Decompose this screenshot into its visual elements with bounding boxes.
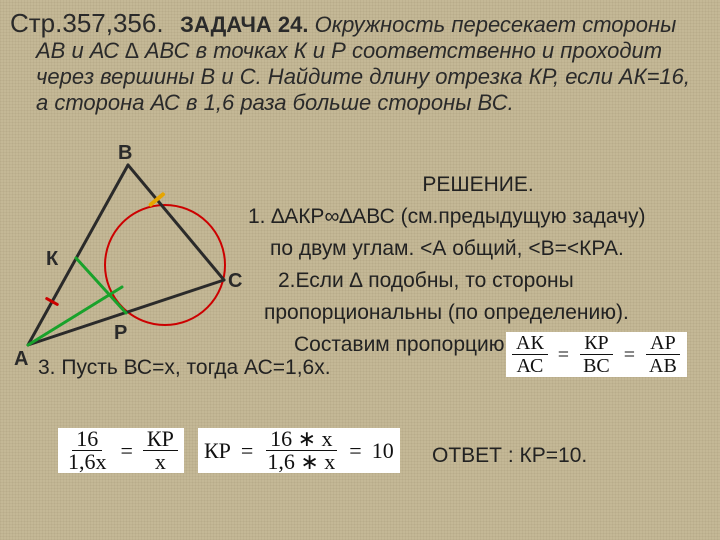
circle [105,205,225,325]
equals-2: = [620,344,639,366]
solution-line-4: пропорциональны (по определению). [248,298,708,328]
frac-ap-ab: АР АВ [645,334,681,375]
seg-BC [128,165,224,280]
label-K: К [46,248,58,271]
frac-ak-ac: АК АС [512,334,548,375]
frac-kp-x: КР x [143,430,178,471]
solution-line-3: 2.Если ∆ подобны, то стороны [248,266,708,296]
equals-4: = [237,440,257,462]
frac-kp-bc: КР ВС [579,334,614,375]
label-A: А [14,348,28,371]
seg-KP [76,258,126,313]
kp-result: 10 [372,440,394,462]
kp-lhs: КР [204,440,231,462]
frac-16x-16x: 16 ∗ x 1,6 ∗ x [263,430,339,471]
label-P: Р [114,322,127,345]
label-B: В [118,142,132,165]
label-C: С [228,270,242,293]
frac-16-16x: 16 1,6x [64,430,111,471]
formula-result: КР = 16 ∗ x 1,6 ∗ x = 10 [198,428,400,473]
answer-text: ОТВЕТ : КР=10. [432,444,587,468]
solution-step-3: 3. Пусть ВС=х, тогда АС=1,6х. [38,356,331,380]
problem-text: Окружность пересекает стороны АВ и АС ∆ … [36,12,690,115]
solution-line-1: 1. ∆АКР∞∆АВС (см.предыдущую задачу) [248,202,708,232]
solution-title: РЕШЕНИЕ. [248,170,708,200]
geometry-diagram: А В С К Р [10,150,240,360]
problem-statement: Стр.357,356. ЗАДАЧА 24. Окружность перес… [36,12,696,116]
seg-APX [28,287,122,345]
task-label: ЗАДАЧА 24. [180,12,308,37]
formula-proportion: АК АС = КР ВС = АР АВ [506,332,687,377]
equals-5: = [345,440,365,462]
solution-line-2: по двум углам. <А общий, <В=<КРА. [248,234,708,264]
equals-3: = [117,440,137,462]
equals-1: = [554,344,573,366]
formula-substitution: 16 1,6x = КР x [58,428,184,473]
